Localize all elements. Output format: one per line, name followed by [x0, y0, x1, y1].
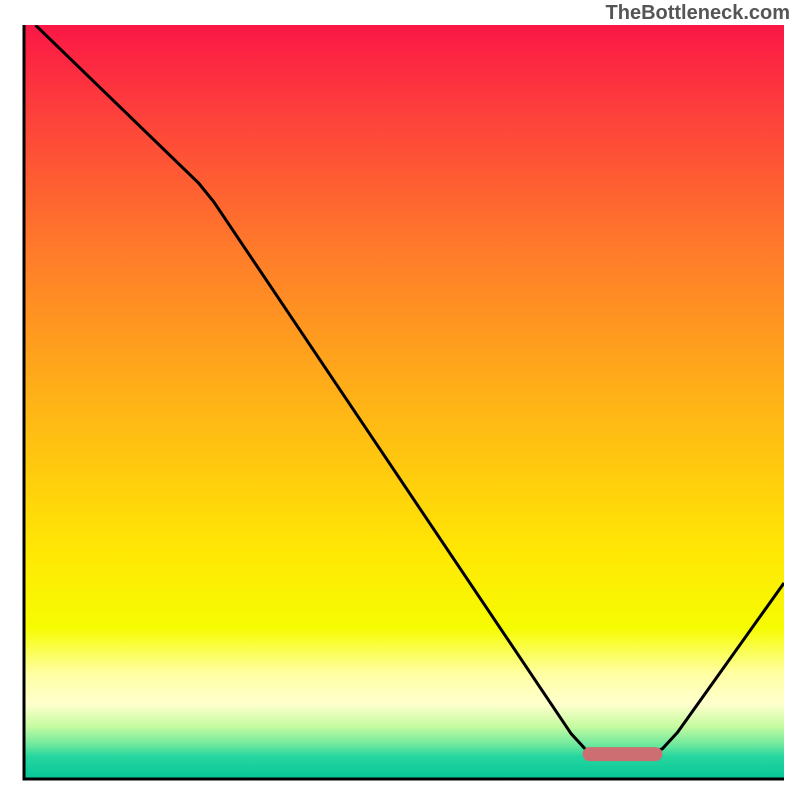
chart-container: { "watermark": { "text": "TheBottleneck.…: [0, 0, 800, 800]
chart-svg: [0, 0, 800, 800]
optimal-region-marker: [583, 747, 663, 761]
gradient-background: [24, 25, 784, 779]
watermark-text: TheBottleneck.com: [606, 2, 790, 25]
